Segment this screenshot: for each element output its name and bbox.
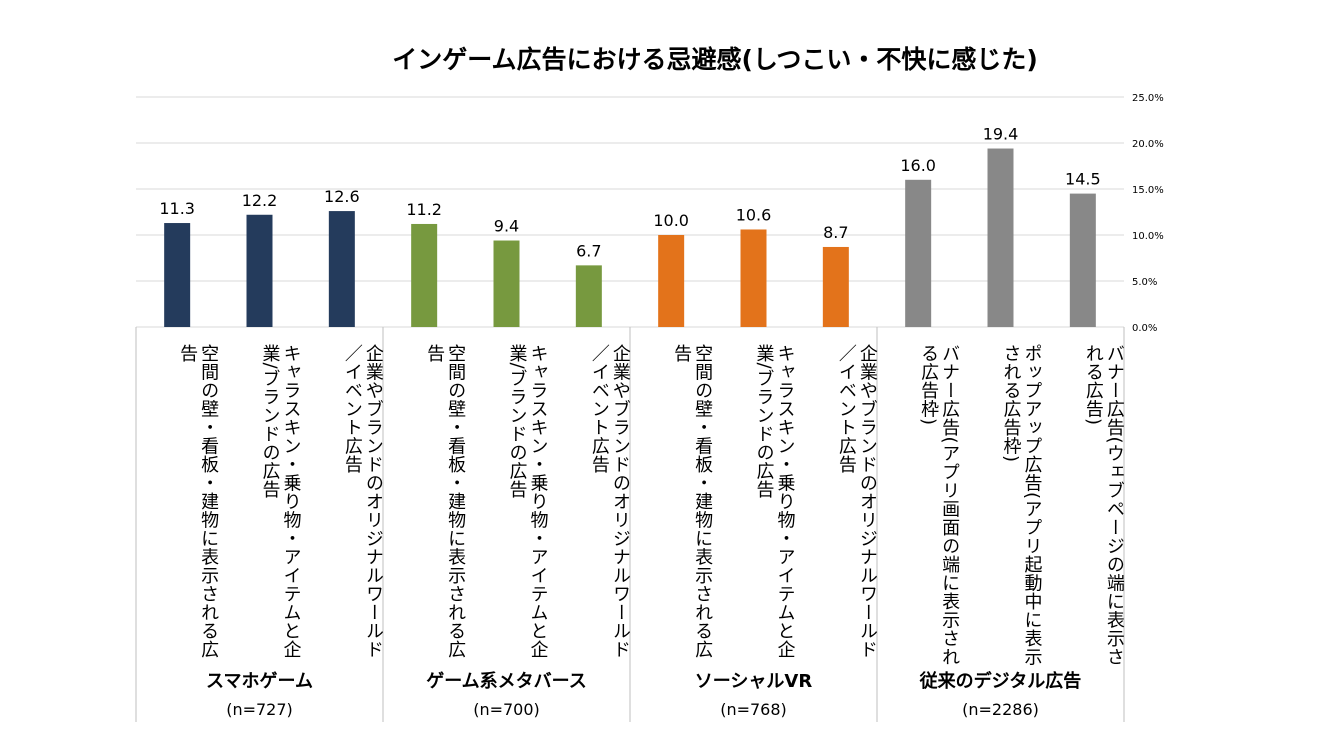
data-label: 8.7 [823, 223, 848, 242]
group-sample-size: (n=727) [226, 700, 293, 719]
chart-title: インゲーム広告における忌避感(しつこい・不快に感じた) [392, 45, 1038, 74]
category-label: バナー広告(アプリ画面の端に表示される広告枠) [918, 344, 961, 667]
bar [987, 148, 1014, 327]
bar [575, 265, 602, 327]
bar [411, 223, 438, 327]
group-sample-size: (n=768) [720, 700, 787, 719]
category-label: 企業やブランドのオリジナルワールド／イベント広告 [341, 344, 384, 659]
group-sample-size: (n=700) [473, 700, 540, 719]
y-tick-label: 15.0% [1132, 185, 1164, 196]
group-label: ゲーム系メタバース [426, 671, 587, 692]
bar [1069, 193, 1096, 327]
category-label: キャラスキン・乗り物・アイテムと企業/ブランドの広告 [506, 344, 549, 659]
bar [740, 229, 767, 327]
y-tick-label: 20.0% [1132, 139, 1164, 150]
data-label: 9.4 [494, 217, 519, 236]
category-label: 空間の壁・看板・建物に表示される広告 [671, 344, 714, 659]
bar [658, 235, 685, 327]
y-tick-label: 25.0% [1132, 93, 1164, 104]
data-label: 12.6 [324, 187, 360, 206]
data-label: 11.2 [406, 200, 442, 219]
category-label: キャラスキン・乗り物・アイテムと企業/ブランドの広告 [753, 344, 796, 659]
category-label: 企業やブランドのオリジナルワールド／イベント広告 [835, 344, 878, 659]
category-label: キャラスキン・乗り物・アイテムと企業/ブランドの広告 [259, 344, 302, 659]
data-label: 16.0 [900, 156, 936, 175]
data-label: 14.5 [1065, 170, 1101, 189]
group-sample-size: (n=2286) [962, 700, 1039, 719]
bar [493, 240, 520, 327]
bar [328, 211, 355, 327]
y-tick-label: 5.0% [1132, 277, 1157, 288]
category-label: 空間の壁・看板・建物に表示される広告 [424, 344, 467, 659]
data-label: 10.0 [653, 211, 689, 230]
data-label: 6.7 [576, 241, 601, 260]
bar [164, 223, 191, 327]
bar [822, 246, 849, 327]
data-label: 10.6 [736, 205, 772, 224]
data-label: 19.4 [983, 125, 1019, 144]
category-label: バナー広告(ウェブページの端に表示される広告) [1082, 344, 1125, 667]
category-label: ポップアップ広告(アプリ起動中に表示される広告枠) [1000, 344, 1043, 667]
data-label: 12.2 [242, 191, 278, 210]
category-label: 空間の壁・看板・建物に表示される広告 [177, 344, 220, 659]
group-label: 従来のデジタル広告 [919, 671, 1082, 692]
group-label: スマホゲーム [206, 671, 313, 692]
bar [246, 214, 273, 327]
bar [905, 179, 932, 327]
y-tick-label: 10.0% [1132, 231, 1164, 242]
y-tick-label: 0.0% [1132, 323, 1157, 334]
category-label: 企業やブランドのオリジナルワールド／イベント広告 [588, 344, 631, 659]
data-label: 11.3 [159, 199, 195, 218]
group-label: ソーシャルVR [694, 671, 813, 692]
